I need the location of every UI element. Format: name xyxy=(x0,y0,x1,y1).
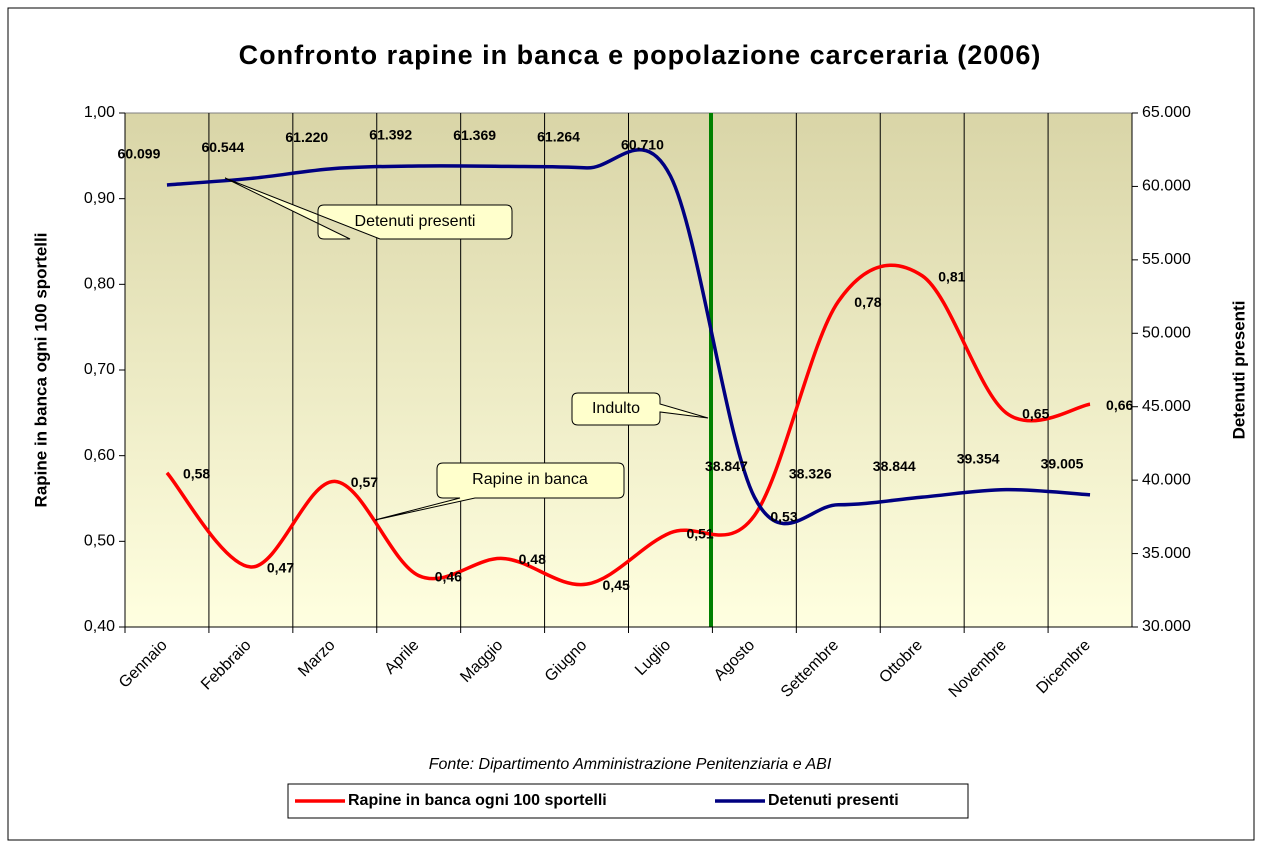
y-tick-label: 0,90 xyxy=(84,190,115,207)
data-label: 38.844 xyxy=(873,458,916,474)
data-label: 38.326 xyxy=(789,465,832,481)
data-label: 0,47 xyxy=(267,560,294,576)
legend xyxy=(287,783,969,819)
callout-text: Detenuti presenti xyxy=(355,213,476,230)
y-tick-label: 0,50 xyxy=(84,533,115,550)
data-label: 61.264 xyxy=(537,129,580,145)
y-tick-label: 0,70 xyxy=(84,361,115,378)
data-label: 39.354 xyxy=(957,450,1000,466)
y2-tick-label: 40.000 xyxy=(1142,471,1191,488)
data-label: 0,51 xyxy=(686,525,713,541)
source-note: Fonte: Dipartimento Amministrazione Peni… xyxy=(429,756,832,773)
y-tick-label: 0,40 xyxy=(84,618,115,635)
data-label: 0,45 xyxy=(603,577,630,593)
y2-tick-label: 35.000 xyxy=(1142,545,1191,562)
data-label: 61.220 xyxy=(285,129,328,145)
legend-label: Rapine in banca ogni 100 sportelli xyxy=(348,792,607,809)
data-label: 38.847 xyxy=(705,458,748,474)
data-label: 0,57 xyxy=(351,474,378,490)
y2-tick-label: 65.000 xyxy=(1142,104,1191,121)
y-tick-label: 1,00 xyxy=(84,104,115,121)
callout-box xyxy=(374,462,625,521)
y-axis-label: Rapine in banca ogni 100 sportelli xyxy=(31,233,50,508)
data-label: 0,58 xyxy=(183,466,210,482)
series-line xyxy=(165,263,1091,587)
data-label: 61.369 xyxy=(453,127,496,143)
data-label: 0,46 xyxy=(435,568,462,584)
lines xyxy=(165,148,1091,587)
data-label: 0,48 xyxy=(519,551,546,567)
y2-tick-label: 60.000 xyxy=(1142,178,1191,195)
y2-tick-label: 30.000 xyxy=(1142,618,1191,635)
callout-text: Indulto xyxy=(592,400,640,417)
data-label: 61.392 xyxy=(369,127,412,143)
y2-axis-label: Detenuti presenti xyxy=(1229,301,1248,440)
chart-title: Confronto rapine in banca e popolazione … xyxy=(239,40,1042,70)
data-label: 0,66 xyxy=(1106,397,1133,413)
data-label: 60.099 xyxy=(118,146,161,162)
data-label: 39.005 xyxy=(1041,455,1084,471)
series-line xyxy=(166,148,1091,526)
callout-box xyxy=(224,177,513,240)
callout-box xyxy=(571,392,709,426)
y-tick-label: 0,60 xyxy=(84,447,115,464)
y2-tick-label: 45.000 xyxy=(1142,398,1191,415)
legend-items: Rapine in banca ogni 100 sportelli Detenu… xyxy=(295,792,899,809)
legend-label: Detenuti presenti xyxy=(768,792,899,809)
callout-text: Rapine in banca xyxy=(472,471,588,488)
data-label: 60.710 xyxy=(621,137,664,153)
y2-tick-label: 50.000 xyxy=(1142,325,1191,342)
y2-tick-label: 55.000 xyxy=(1142,251,1191,268)
data-label: 60.544 xyxy=(201,139,244,155)
data-label: 0,81 xyxy=(938,268,965,284)
data-label: 0,65 xyxy=(1022,406,1049,422)
data-label: 0,78 xyxy=(854,294,881,310)
category-separators xyxy=(208,113,1049,627)
y-tick-label: 0,80 xyxy=(84,276,115,293)
data-label: 0,53 xyxy=(770,508,797,524)
